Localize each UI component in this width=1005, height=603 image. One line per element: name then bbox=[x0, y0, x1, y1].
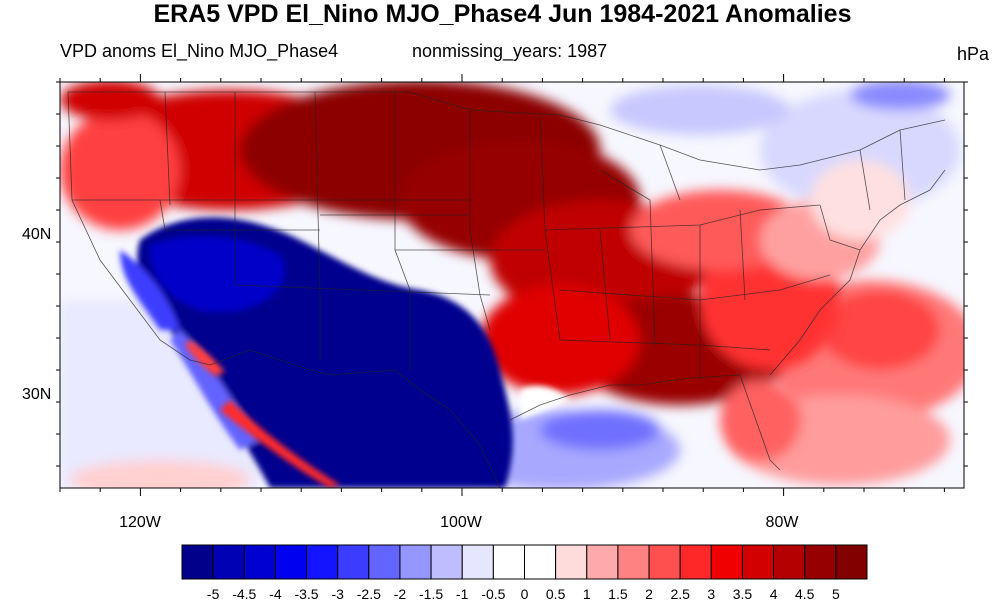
colorbar-tick-label: -2 bbox=[394, 586, 407, 602]
colorbar-swatch bbox=[773, 544, 806, 580]
lat-label-30n: 30N bbox=[22, 386, 52, 403]
colorbar-tick-label: -4 bbox=[269, 586, 282, 602]
colorbar-tick-label: -5 bbox=[207, 586, 220, 602]
colorbar-swatch bbox=[524, 544, 557, 580]
colorbar-swatch bbox=[679, 544, 712, 580]
colorbar-swatch bbox=[617, 544, 650, 580]
colorbar-swatch bbox=[274, 544, 308, 580]
colorbar-tick-label: 2 bbox=[645, 586, 653, 602]
colorbar-tick-label: 3.5 bbox=[733, 586, 753, 602]
colorbar-tick-label: -2.5 bbox=[357, 586, 381, 602]
colorbar-swatch bbox=[804, 544, 837, 580]
colorbar-tick-label: 4 bbox=[770, 586, 778, 602]
map-field bbox=[60, 82, 964, 488]
colorbar-swatch bbox=[710, 544, 743, 580]
colorbar-tick-label: 0 bbox=[521, 586, 529, 602]
colorbar-swatch bbox=[586, 544, 619, 580]
colorbar-swatch bbox=[243, 544, 276, 580]
colorbar-swatch bbox=[306, 544, 339, 580]
colorbar-tick-label: 0.5 bbox=[546, 586, 566, 602]
colorbar-tick-label: 2.5 bbox=[670, 586, 690, 602]
colorbar-tick-label: -3 bbox=[331, 586, 344, 602]
colorbar-swatch bbox=[212, 544, 245, 580]
colorbar-swatch bbox=[337, 544, 370, 580]
colorbar-tick-label: -3.5 bbox=[294, 586, 318, 602]
colorbar-swatch bbox=[399, 544, 432, 580]
map-frame bbox=[59, 81, 965, 489]
lon-label-120w: 120W bbox=[119, 514, 161, 531]
lat-label-40n: 40N bbox=[22, 226, 52, 243]
units-label: hPa bbox=[956, 44, 989, 64]
colorbar-swatch bbox=[741, 544, 775, 580]
chart-title: ERA5 VPD El_Nino MJO_Phase4 Jun 1984-202… bbox=[153, 0, 852, 28]
colorbar-swatch bbox=[835, 544, 868, 580]
colorbar-swatch bbox=[492, 544, 526, 580]
colorbar-tick-label: 1 bbox=[583, 586, 591, 602]
subtitle-variable: VPD anoms El_Nino MJO_Phase4 bbox=[60, 41, 339, 61]
colorbar-tick-label: -1 bbox=[456, 586, 469, 602]
colorbar-tick-label: -4.5 bbox=[232, 586, 256, 602]
colorbar-tick-label: 5 bbox=[832, 586, 840, 602]
colorbar-swatch bbox=[430, 544, 463, 580]
subtitle-years: nonmissing_years: 1987 bbox=[412, 41, 608, 61]
lon-label-100w: 100W bbox=[440, 514, 482, 531]
colorbar-swatch bbox=[368, 544, 401, 580]
colorbar-tick-label: 1.5 bbox=[608, 586, 628, 602]
colorbar-swatch bbox=[181, 544, 214, 580]
colorbar-swatch bbox=[648, 544, 681, 580]
colorbar-tick-label: 3 bbox=[707, 586, 715, 602]
colorbar-tick-label: -1.5 bbox=[419, 586, 443, 602]
colorbar-tick-label: 4.5 bbox=[795, 586, 815, 602]
colorbar-swatch bbox=[555, 544, 588, 580]
colorbar-tick-label: -0.5 bbox=[481, 586, 505, 602]
colorbar-swatch bbox=[461, 544, 494, 580]
state-boundaries bbox=[67, 91, 946, 488]
lon-label-80w: 80W bbox=[765, 514, 799, 531]
axis-ticks bbox=[56, 74, 968, 496]
